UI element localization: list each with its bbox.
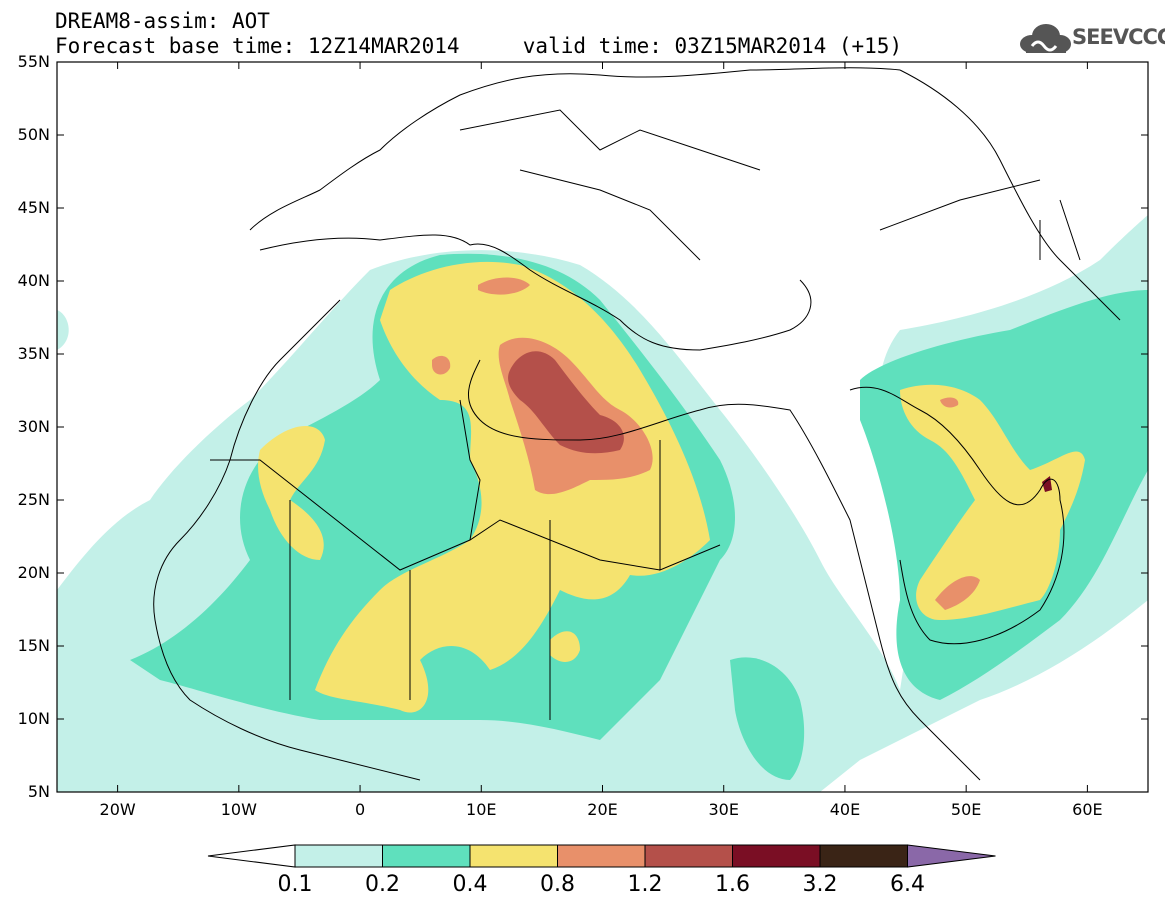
lat-label: 5N [27,782,50,801]
colorbar [207,844,996,868]
lat-label: 55N [17,52,50,71]
lat-label: 15N [17,636,50,655]
colorbar-label: 0.8 [540,872,575,897]
colorbar-bin [382,844,471,868]
colorbar-label: 1.2 [627,872,663,897]
lon-label: 30E [708,800,739,819]
lon-label: 20E [587,800,618,819]
colorbar-label: 6.4 [890,872,925,897]
seevccc-logo: SEEVCCC [1072,25,1165,49]
lon-label: 0 [354,800,366,819]
colorbar-upper-extension [907,844,996,868]
colorbar-label: 0.1 [277,872,313,897]
lat-label: 10N [17,709,50,728]
lat-label: 25N [17,490,50,509]
colorbar-bin [819,844,908,868]
lon-label: 60E [1072,800,1103,819]
colorbar-label: 0.2 [365,872,400,897]
coastlines [153,67,1121,781]
lat-label: 35N [17,344,50,363]
lon-label: 50E [950,800,982,819]
colorbar-label: 0.4 [452,872,488,897]
colorbar-label: 1.6 [715,872,750,897]
lat-label: 40N [17,271,50,290]
lat-label: 50N [17,125,50,144]
colorbar-label: 3.2 [802,872,838,897]
forecast-times: Forecast base time: 12Z14MAR2014 valid t… [55,34,903,58]
aot-contour-0.4 [315,261,710,713]
colorbar-bin [294,844,383,868]
colorbar-bin [469,844,558,868]
colorbar-bin [644,844,733,868]
colorbar-bin [732,844,821,868]
aot-field [57,62,1148,792]
aot-contour-1.2 [508,351,624,454]
lat-label: 20N [17,563,50,582]
colorbar-bin [557,844,646,868]
lon-label: 10E [466,800,497,819]
colorbar-lower-extension [207,844,296,868]
lon-label: 10W [220,800,257,819]
map-title: DREAM8-assim: AOT [55,9,270,33]
lon-label: 40E [829,800,861,819]
lat-label: 30N [17,417,50,436]
lon-label: 20W [99,800,136,819]
cloud-icon [1020,24,1071,53]
lat-label: 45N [17,198,50,217]
